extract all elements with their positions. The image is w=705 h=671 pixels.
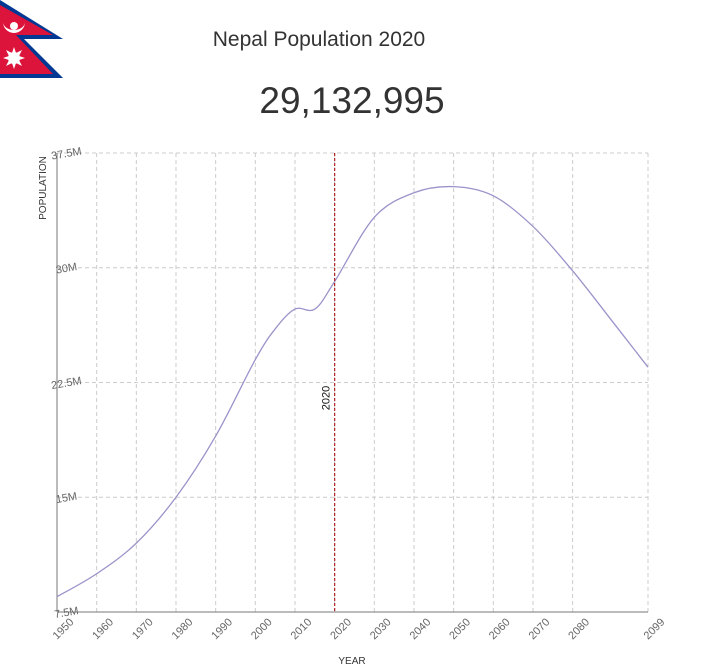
x-tick-label: 2030 — [368, 616, 394, 642]
x-tick-label: 1960 — [90, 616, 116, 642]
y-tick-label: 7.5M — [53, 605, 79, 621]
x-tick-label: 2099 — [642, 616, 668, 642]
nepal-flag-icon — [0, 0, 63, 78]
axes — [56, 153, 648, 613]
population-series-line — [56, 185, 649, 598]
x-tick-label: 2000 — [249, 616, 275, 642]
y-tick-label: 22.5M — [50, 375, 82, 392]
x-tick-label: 1990 — [209, 616, 235, 642]
population-value: 29,132,995 — [259, 80, 445, 121]
x-tick-label: 2060 — [487, 616, 513, 642]
y-tick-label: 37.5M — [50, 145, 82, 162]
x-ticks: 1950 1960 1970 1980 1990 2000 2010 2020 2030 2040… — [51, 616, 668, 642]
year-marker-label: 2020 — [321, 386, 333, 410]
y-axis-label: POPULATION — [38, 156, 49, 220]
y-ticks: 7.5M 15M 22.5M 30M 37.5M — [50, 145, 82, 621]
moon-icon — [3, 22, 25, 33]
x-axis-label: YEAR — [338, 656, 365, 667]
x-tick-label: 2080 — [566, 616, 592, 642]
y-tick-label: 30M — [55, 261, 78, 277]
x-tick-label: 2040 — [408, 616, 434, 642]
x-tick-label: 2020 — [328, 616, 354, 642]
x-tick-label: 1980 — [170, 616, 196, 642]
x-tick-label: 1970 — [130, 616, 156, 642]
x-tick-label: 2070 — [527, 616, 553, 642]
grid — [56, 152, 649, 613]
x-tick-label: 2010 — [289, 616, 315, 642]
page-title: Nepal Population 2020 — [212, 28, 426, 51]
y-tick-label: 15M — [55, 491, 78, 507]
x-tick-label: 2050 — [447, 616, 473, 642]
sun-icon — [3, 47, 25, 69]
